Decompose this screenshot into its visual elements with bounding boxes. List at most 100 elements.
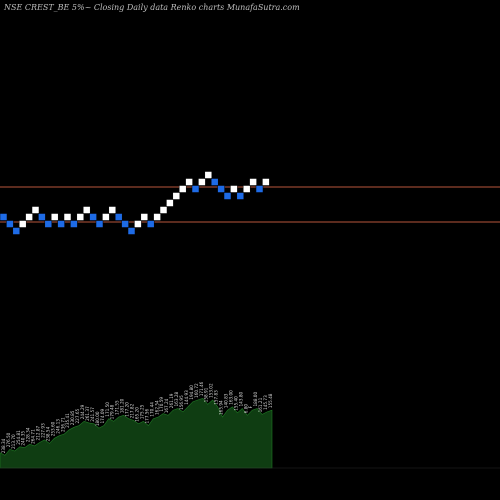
volume-label: 153.02 [209,383,214,398]
renko-brick-blue [217,185,225,193]
volume-label: 171.46 [199,381,204,396]
volume-label: 230.85 [70,410,75,425]
volume-label: 156.95 [179,395,184,410]
volume-label: 174.09 [100,409,105,424]
volume-label: 160.72 [194,383,199,398]
volume-label: 161.21 [258,397,263,412]
renko-brick-white [166,199,174,207]
volume-label: 170.59 [159,397,164,412]
renko-brick-white [25,213,33,221]
volume-label: 238.34 [1,438,6,453]
renko-brick-white [185,178,193,186]
renko-brick-blue [127,227,136,235]
renko-brick-white [134,220,142,228]
renko-brick-white [262,178,270,186]
renko-brick-white [76,213,85,221]
renko-brick-blue [223,192,232,200]
renko-brick-white [178,185,187,193]
renko-brick-blue [210,178,219,186]
renko-brick-white [230,185,238,193]
renko-brick-blue [191,185,200,193]
volume-label: 188.00 [253,392,258,407]
renko-brick-blue [95,220,104,228]
renko-brick-white [153,213,161,221]
volume-area [0,397,273,469]
volume-label: 228.34 [26,427,31,442]
renko-brick-white [249,178,257,186]
volume-label: 194.80 [189,385,194,400]
volume-label: 227.93 [41,423,46,438]
chart-title: NSE CREST_BE 5%~ Closing Daily data Renk… [4,3,300,12]
volume-label: 261.37 [85,406,90,421]
renko-brick-white [18,220,27,228]
renko-brick-white [204,171,213,179]
volume-label: 6.80 [243,404,248,414]
volume-label: 254.81 [16,430,21,445]
renko-brick-blue [44,220,53,228]
volume-label: 240.35 [21,431,26,446]
renko-brick-white [172,192,181,200]
volume-label: 253.60 [50,421,55,436]
volume-label: 244.29 [80,404,85,419]
volume-label: 163.00 [228,390,233,405]
renko-brick-white [63,213,72,221]
volume-label: 155.40 [233,396,238,411]
volume-label: F [248,405,253,408]
renko-brick-white [82,206,91,214]
volume-label: 171.55 [115,400,120,415]
volume-label: 162.54 [154,400,159,415]
renko-brick-blue [38,213,46,221]
volume-label: 171.50 [105,402,110,417]
volume-label: 157.83 [214,390,219,405]
volume-label: 177.56 [144,409,149,424]
renko-brick-white [140,213,149,221]
renko-brick-white [242,185,251,193]
volume-label: 264.71 [31,429,36,444]
volume-label: 165.94 [219,400,224,415]
renko-brick-blue [6,220,14,228]
volume-label: 241.57 [90,407,95,422]
renko-brick-white [198,178,206,186]
volume-label: 170.44 [149,402,154,417]
volume-label: 175.25 [139,404,144,419]
volume-label: 144.93 [184,390,189,405]
renko-brick-white [50,213,59,221]
renko-brick-white [159,206,168,214]
volume-label: 246.13 [55,419,60,434]
volume-label: 180.00 [95,411,100,426]
volume-label: 165.20 [135,407,140,422]
renko-brick-white [102,213,110,221]
volume-label: 235.41 [65,413,70,428]
renko-brick-blue [121,220,129,228]
volume-label: 227.65 [75,409,80,424]
volume-label: 181.20 [120,398,125,413]
volume-label: 212.87 [36,426,41,441]
volume-label: 145.73 [263,395,268,410]
volume-label: 238.54 [46,426,51,441]
volume-label: 179.48 [110,404,115,419]
renko-brick-blue [255,185,264,193]
renko-brick-blue [57,220,65,228]
volume-label: 140.83 [224,393,229,408]
renko-brick-blue [114,213,123,221]
volume-label: 143.80 [238,392,243,407]
volume-label: 213.70 [11,434,16,449]
renko-brick-blue [146,220,155,228]
volume-label: 217.82 [130,403,135,418]
volume-label: 177.20 [125,402,130,417]
volume-label: 158.91 [204,387,209,402]
renko-brick-white [108,206,117,214]
volume-label: 167.24 [164,398,169,413]
volume-label: 238.57 [0,436,1,451]
renko-brick-blue [0,213,8,221]
renko-brick-blue [89,213,97,221]
volume-label: 276.50 [6,432,11,447]
volume-label: 155.48 [268,393,273,408]
volume-label: 163.28 [174,392,179,407]
renko-brick-blue [70,220,78,228]
renko-brick-blue [236,192,245,200]
renko-brick-blue [12,227,21,235]
volume-label: 261.19 [169,393,174,408]
renko-brick-white [31,206,40,214]
